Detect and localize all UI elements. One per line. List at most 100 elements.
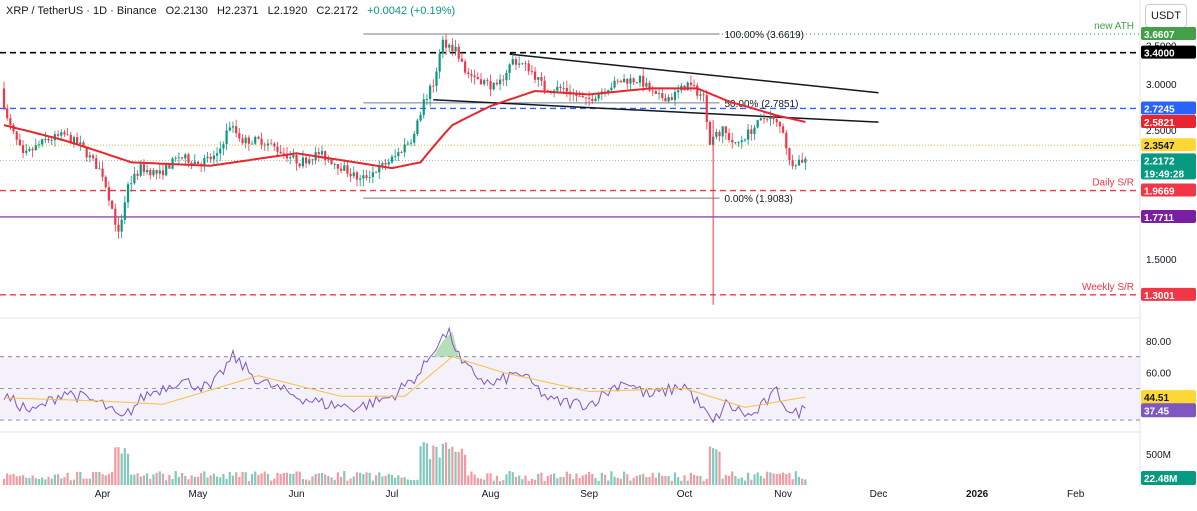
volume-bar bbox=[483, 479, 486, 485]
volume-bar bbox=[492, 480, 495, 485]
candle-body bbox=[196, 161, 200, 164]
candle-body bbox=[588, 97, 591, 99]
candle-body bbox=[235, 126, 238, 134]
price-badge-label: 3.4000 bbox=[1144, 49, 1175, 60]
volume-bar bbox=[502, 480, 505, 485]
x-tick-label: Aug bbox=[482, 489, 500, 500]
volume-bar bbox=[759, 475, 762, 485]
volume-bar bbox=[263, 471, 266, 485]
candle-body bbox=[747, 129, 750, 140]
candle-body bbox=[282, 153, 285, 155]
volume-bar bbox=[444, 442, 448, 485]
volume-bar bbox=[180, 472, 184, 485]
volume-bar bbox=[47, 476, 50, 485]
volume-bar bbox=[241, 472, 244, 485]
candle-body bbox=[629, 78, 632, 84]
fib-level-label: 0.00% (1.9083) bbox=[725, 194, 793, 205]
volume-bar bbox=[397, 475, 400, 485]
chart-header: XRP / TetherUS · 1D · Binance O2.2130 H2… bbox=[6, 5, 461, 17]
candle-body bbox=[336, 164, 339, 169]
candle-body bbox=[346, 165, 349, 174]
candle-body bbox=[320, 151, 324, 155]
volume-bar bbox=[203, 471, 206, 485]
volume-bar bbox=[785, 473, 788, 485]
volume-bar bbox=[677, 477, 680, 485]
candle-body bbox=[292, 154, 295, 158]
volume-bar bbox=[400, 477, 403, 485]
candle-body bbox=[670, 97, 673, 100]
candle-body bbox=[206, 156, 209, 159]
candle-body bbox=[476, 77, 479, 80]
volume-bar bbox=[104, 475, 107, 485]
price-badge-bg bbox=[1141, 209, 1196, 223]
candle-body bbox=[355, 172, 359, 180]
candle-body bbox=[533, 71, 537, 80]
candle-body bbox=[37, 144, 41, 146]
volume-bar bbox=[607, 480, 610, 485]
symbol-label[interactable]: XRP / TetherUS · 1D · Binance bbox=[6, 5, 157, 17]
candle-body bbox=[158, 170, 161, 174]
candle-body bbox=[508, 64, 511, 73]
candle-body bbox=[400, 152, 403, 153]
candle-body bbox=[254, 136, 257, 144]
volume-bar bbox=[435, 446, 438, 485]
volume-bar bbox=[165, 480, 168, 485]
rsi-ma-line bbox=[3, 356, 806, 408]
candle-body bbox=[775, 119, 778, 123]
volume-bar bbox=[339, 476, 343, 485]
volume-bar bbox=[581, 475, 584, 485]
volume-bar bbox=[285, 472, 289, 485]
candle-body bbox=[492, 82, 495, 90]
volume-bar bbox=[206, 477, 209, 485]
volume-bar bbox=[273, 478, 276, 485]
volume-bar bbox=[692, 474, 696, 485]
candle-body bbox=[673, 92, 677, 100]
y-tick-label: 2.5000 bbox=[1146, 126, 1177, 137]
price-badge-label: 2.3547 bbox=[1144, 141, 1175, 152]
candle-body bbox=[734, 142, 737, 144]
volume-bar bbox=[537, 473, 540, 485]
candle-body bbox=[142, 164, 146, 173]
candle-body bbox=[556, 86, 559, 91]
volume-bar bbox=[247, 480, 250, 485]
volume-bar bbox=[788, 472, 791, 485]
candle-body bbox=[756, 120, 759, 128]
candle-body bbox=[123, 202, 126, 220]
volume-bar bbox=[597, 480, 600, 485]
candle-body bbox=[762, 118, 766, 119]
candle-body bbox=[527, 63, 530, 72]
volume-bar bbox=[72, 479, 76, 485]
candle-body bbox=[648, 82, 651, 91]
volume-bar bbox=[260, 473, 263, 485]
volume-badge-label: 22.48M bbox=[1144, 474, 1177, 485]
volume-bar bbox=[591, 474, 594, 485]
volume-bar bbox=[638, 474, 642, 485]
x-tick-label: May bbox=[189, 489, 208, 500]
candle-body bbox=[788, 148, 791, 161]
volume-bar bbox=[696, 475, 699, 485]
candle-body bbox=[180, 157, 184, 159]
volume-bar bbox=[21, 475, 25, 485]
candle-body bbox=[152, 170, 155, 176]
candle-body bbox=[502, 79, 505, 81]
candle-body bbox=[133, 173, 136, 184]
volume-bar bbox=[279, 474, 282, 485]
candle-body bbox=[454, 46, 457, 52]
candle-body bbox=[9, 118, 12, 125]
volume-bar bbox=[349, 478, 352, 485]
volume-bar bbox=[311, 476, 314, 485]
price-badge-bg bbox=[1141, 45, 1196, 59]
volume-bar bbox=[527, 480, 530, 485]
volume-bar bbox=[171, 478, 174, 485]
volume-bar bbox=[28, 478, 31, 485]
volume-bar bbox=[588, 471, 591, 485]
candle-body bbox=[107, 187, 111, 201]
price-badge-label: 2.5821 bbox=[1144, 118, 1175, 129]
candle-body bbox=[505, 72, 508, 81]
volume-bar bbox=[6, 473, 9, 485]
candle-body bbox=[298, 163, 301, 167]
candle-body bbox=[409, 142, 413, 144]
rsi-overbought-fill bbox=[433, 331, 459, 357]
ema-line bbox=[3, 87, 806, 170]
